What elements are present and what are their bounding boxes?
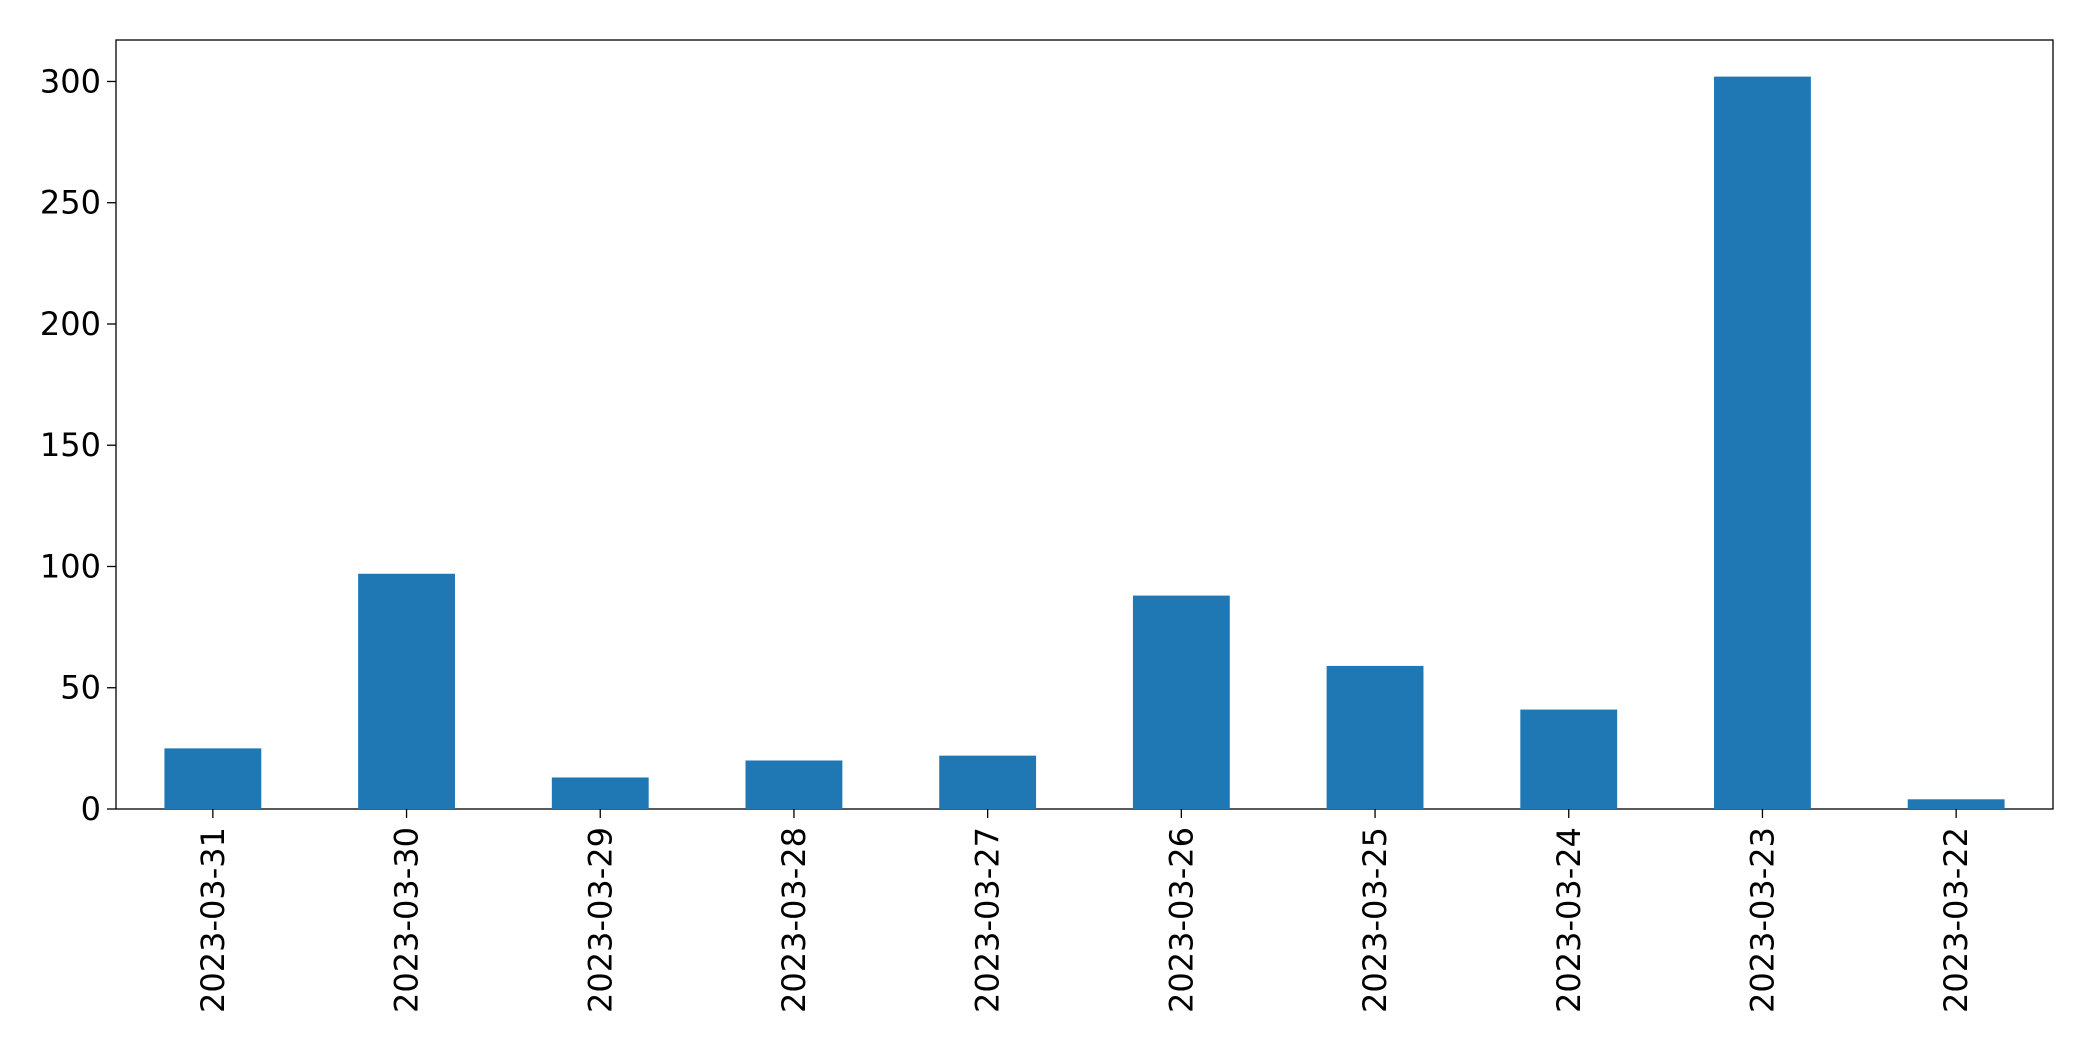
bar (1907, 799, 2005, 809)
y-tick-label: 250 (40, 184, 101, 222)
x-tick-label: 2023-03-22 (1937, 827, 1975, 1013)
x-tick-label: 2023-03-26 (1162, 827, 1200, 1013)
bar (745, 760, 843, 809)
y-tick-label: 100 (40, 547, 101, 585)
bar (939, 755, 1037, 809)
y-tick-label: 50 (60, 669, 101, 707)
y-tick-label: 300 (40, 62, 101, 100)
x-tick-label: 2023-03-24 (1550, 827, 1588, 1013)
bar (1326, 665, 1424, 809)
y-tick-label: 0 (81, 790, 101, 828)
x-tick-label: 2023-03-30 (388, 827, 426, 1013)
y-tick-label: 150 (40, 426, 101, 464)
plot-frame (115, 39, 2054, 810)
x-tick-label: 2023-03-23 (1743, 827, 1781, 1013)
x-tick-label: 2023-03-28 (775, 827, 813, 1013)
bar (1132, 595, 1230, 809)
bar (551, 777, 649, 809)
x-tick-label: 2023-03-31 (194, 827, 232, 1013)
x-tick-label: 2023-03-25 (1356, 827, 1394, 1013)
bar (1520, 709, 1618, 809)
bar (358, 573, 455, 809)
bar (1714, 76, 1811, 810)
bar (164, 748, 262, 809)
x-tick-label: 2023-03-29 (581, 827, 619, 1013)
x-tick-label: 2023-03-27 (969, 827, 1007, 1013)
y-tick-label: 200 (40, 305, 101, 343)
